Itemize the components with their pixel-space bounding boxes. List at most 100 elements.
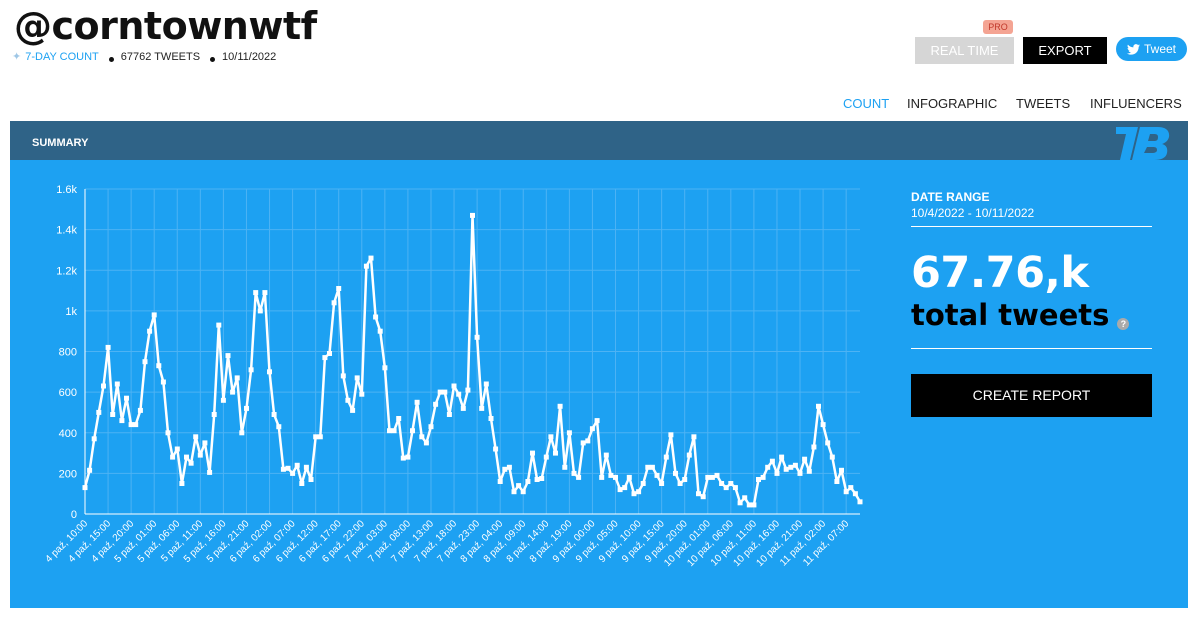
data-point[interactable] — [239, 430, 245, 436]
data-point[interactable] — [788, 464, 794, 470]
data-point[interactable] — [179, 481, 185, 486]
data-point[interactable] — [350, 407, 356, 413]
tweet-button[interactable]: Tweet — [1116, 37, 1187, 61]
data-point[interactable] — [580, 440, 586, 446]
data-point[interactable] — [774, 470, 780, 476]
data-point[interactable] — [506, 464, 512, 470]
data-point[interactable] — [746, 502, 752, 508]
data-point[interactable] — [451, 383, 457, 389]
data-point[interactable] — [769, 458, 775, 464]
data-point[interactable] — [327, 351, 332, 356]
data-point[interactable] — [543, 454, 549, 460]
data-point[interactable] — [668, 432, 674, 438]
data-point[interactable] — [308, 477, 314, 482]
data-point[interactable] — [516, 483, 522, 489]
data-point[interactable] — [423, 440, 429, 446]
data-point[interactable] — [677, 481, 683, 486]
tab-count[interactable]: COUNT — [843, 96, 890, 111]
data-point[interactable] — [613, 474, 618, 480]
data-point[interactable] — [290, 470, 296, 476]
data-point[interactable] — [396, 416, 402, 421]
data-point[interactable] — [253, 290, 259, 296]
data-point[interactable] — [267, 369, 272, 375]
data-point[interactable] — [479, 405, 485, 411]
data-point[interactable] — [446, 412, 452, 417]
data-point[interactable] — [659, 481, 665, 486]
data-point[interactable] — [248, 367, 254, 373]
data-point[interactable] — [165, 430, 171, 436]
data-point[interactable] — [636, 489, 642, 495]
data-point[interactable] — [511, 489, 517, 495]
data-point[interactable] — [299, 481, 305, 486]
data-point[interactable] — [673, 470, 678, 476]
data-point[interactable] — [603, 452, 609, 458]
data-point[interactable] — [405, 454, 411, 460]
data-point[interactable] — [530, 450, 535, 456]
realtime-button[interactable]: REAL TIME — [915, 37, 1014, 64]
data-point[interactable] — [585, 438, 591, 444]
data-point[interactable] — [811, 444, 817, 450]
data-point[interactable] — [317, 434, 323, 440]
data-point[interactable] — [617, 487, 623, 493]
data-point[interactable] — [188, 460, 194, 466]
data-point[interactable] — [483, 381, 489, 387]
data-point[interactable] — [765, 464, 771, 470]
data-point[interactable] — [465, 387, 471, 393]
data-point[interactable] — [622, 485, 628, 491]
data-point[interactable] — [719, 481, 725, 486]
data-point[interactable] — [539, 476, 545, 481]
data-point[interactable] — [442, 389, 448, 395]
data-point[interactable] — [571, 470, 577, 476]
data-point[interactable] — [806, 468, 812, 474]
data-point[interactable] — [682, 477, 688, 482]
data-point[interactable] — [400, 455, 406, 461]
create-report-button[interactable]: CREATE REPORT — [911, 374, 1152, 417]
data-point[interactable] — [331, 300, 337, 306]
data-point[interactable] — [640, 481, 646, 486]
data-point[interactable] — [848, 485, 854, 491]
data-point[interactable] — [497, 479, 503, 484]
data-point[interactable] — [700, 494, 706, 500]
data-point[interactable] — [737, 500, 743, 506]
data-point[interactable] — [562, 464, 568, 470]
data-point[interactable] — [493, 446, 499, 452]
data-point[interactable] — [174, 446, 180, 452]
data-point[interactable] — [197, 452, 203, 458]
data-point[interactable] — [313, 434, 319, 440]
data-point[interactable] — [470, 212, 475, 218]
data-point[interactable] — [594, 418, 600, 424]
data-point[interactable] — [87, 467, 93, 473]
data-point[interactable] — [91, 436, 97, 442]
data-point[interactable] — [193, 434, 199, 440]
data-point[interactable] — [387, 428, 392, 434]
data-point[interactable] — [433, 401, 439, 407]
data-point[interactable] — [608, 472, 614, 478]
data-point[interactable] — [340, 373, 346, 379]
data-point[interactable] — [262, 290, 268, 296]
data-point[interactable] — [825, 440, 831, 446]
data-point[interactable] — [852, 491, 858, 497]
data-point[interactable] — [686, 452, 692, 458]
data-point[interactable] — [303, 464, 309, 470]
data-point[interactable] — [792, 462, 798, 468]
data-point[interactable] — [437, 389, 443, 395]
data-point[interactable] — [714, 472, 720, 478]
data-point[interactable] — [645, 464, 651, 470]
data-point[interactable] — [119, 418, 125, 424]
data-point[interactable] — [391, 428, 397, 434]
data-point[interactable] — [751, 502, 757, 508]
data-point[interactable] — [82, 485, 88, 491]
data-point[interactable] — [410, 428, 415, 434]
data-point[interactable] — [816, 403, 821, 409]
data-point[interactable] — [101, 383, 106, 389]
data-point[interactable] — [294, 462, 300, 468]
data-point[interactable] — [133, 422, 139, 428]
data-point[interactable] — [377, 328, 383, 334]
data-point[interactable] — [280, 466, 286, 472]
data-point[interactable] — [345, 397, 351, 403]
data-point[interactable] — [760, 474, 766, 480]
data-point[interactable] — [142, 359, 148, 365]
data-point[interactable] — [414, 399, 420, 405]
data-point[interactable] — [802, 456, 808, 462]
data-point[interactable] — [202, 440, 208, 446]
